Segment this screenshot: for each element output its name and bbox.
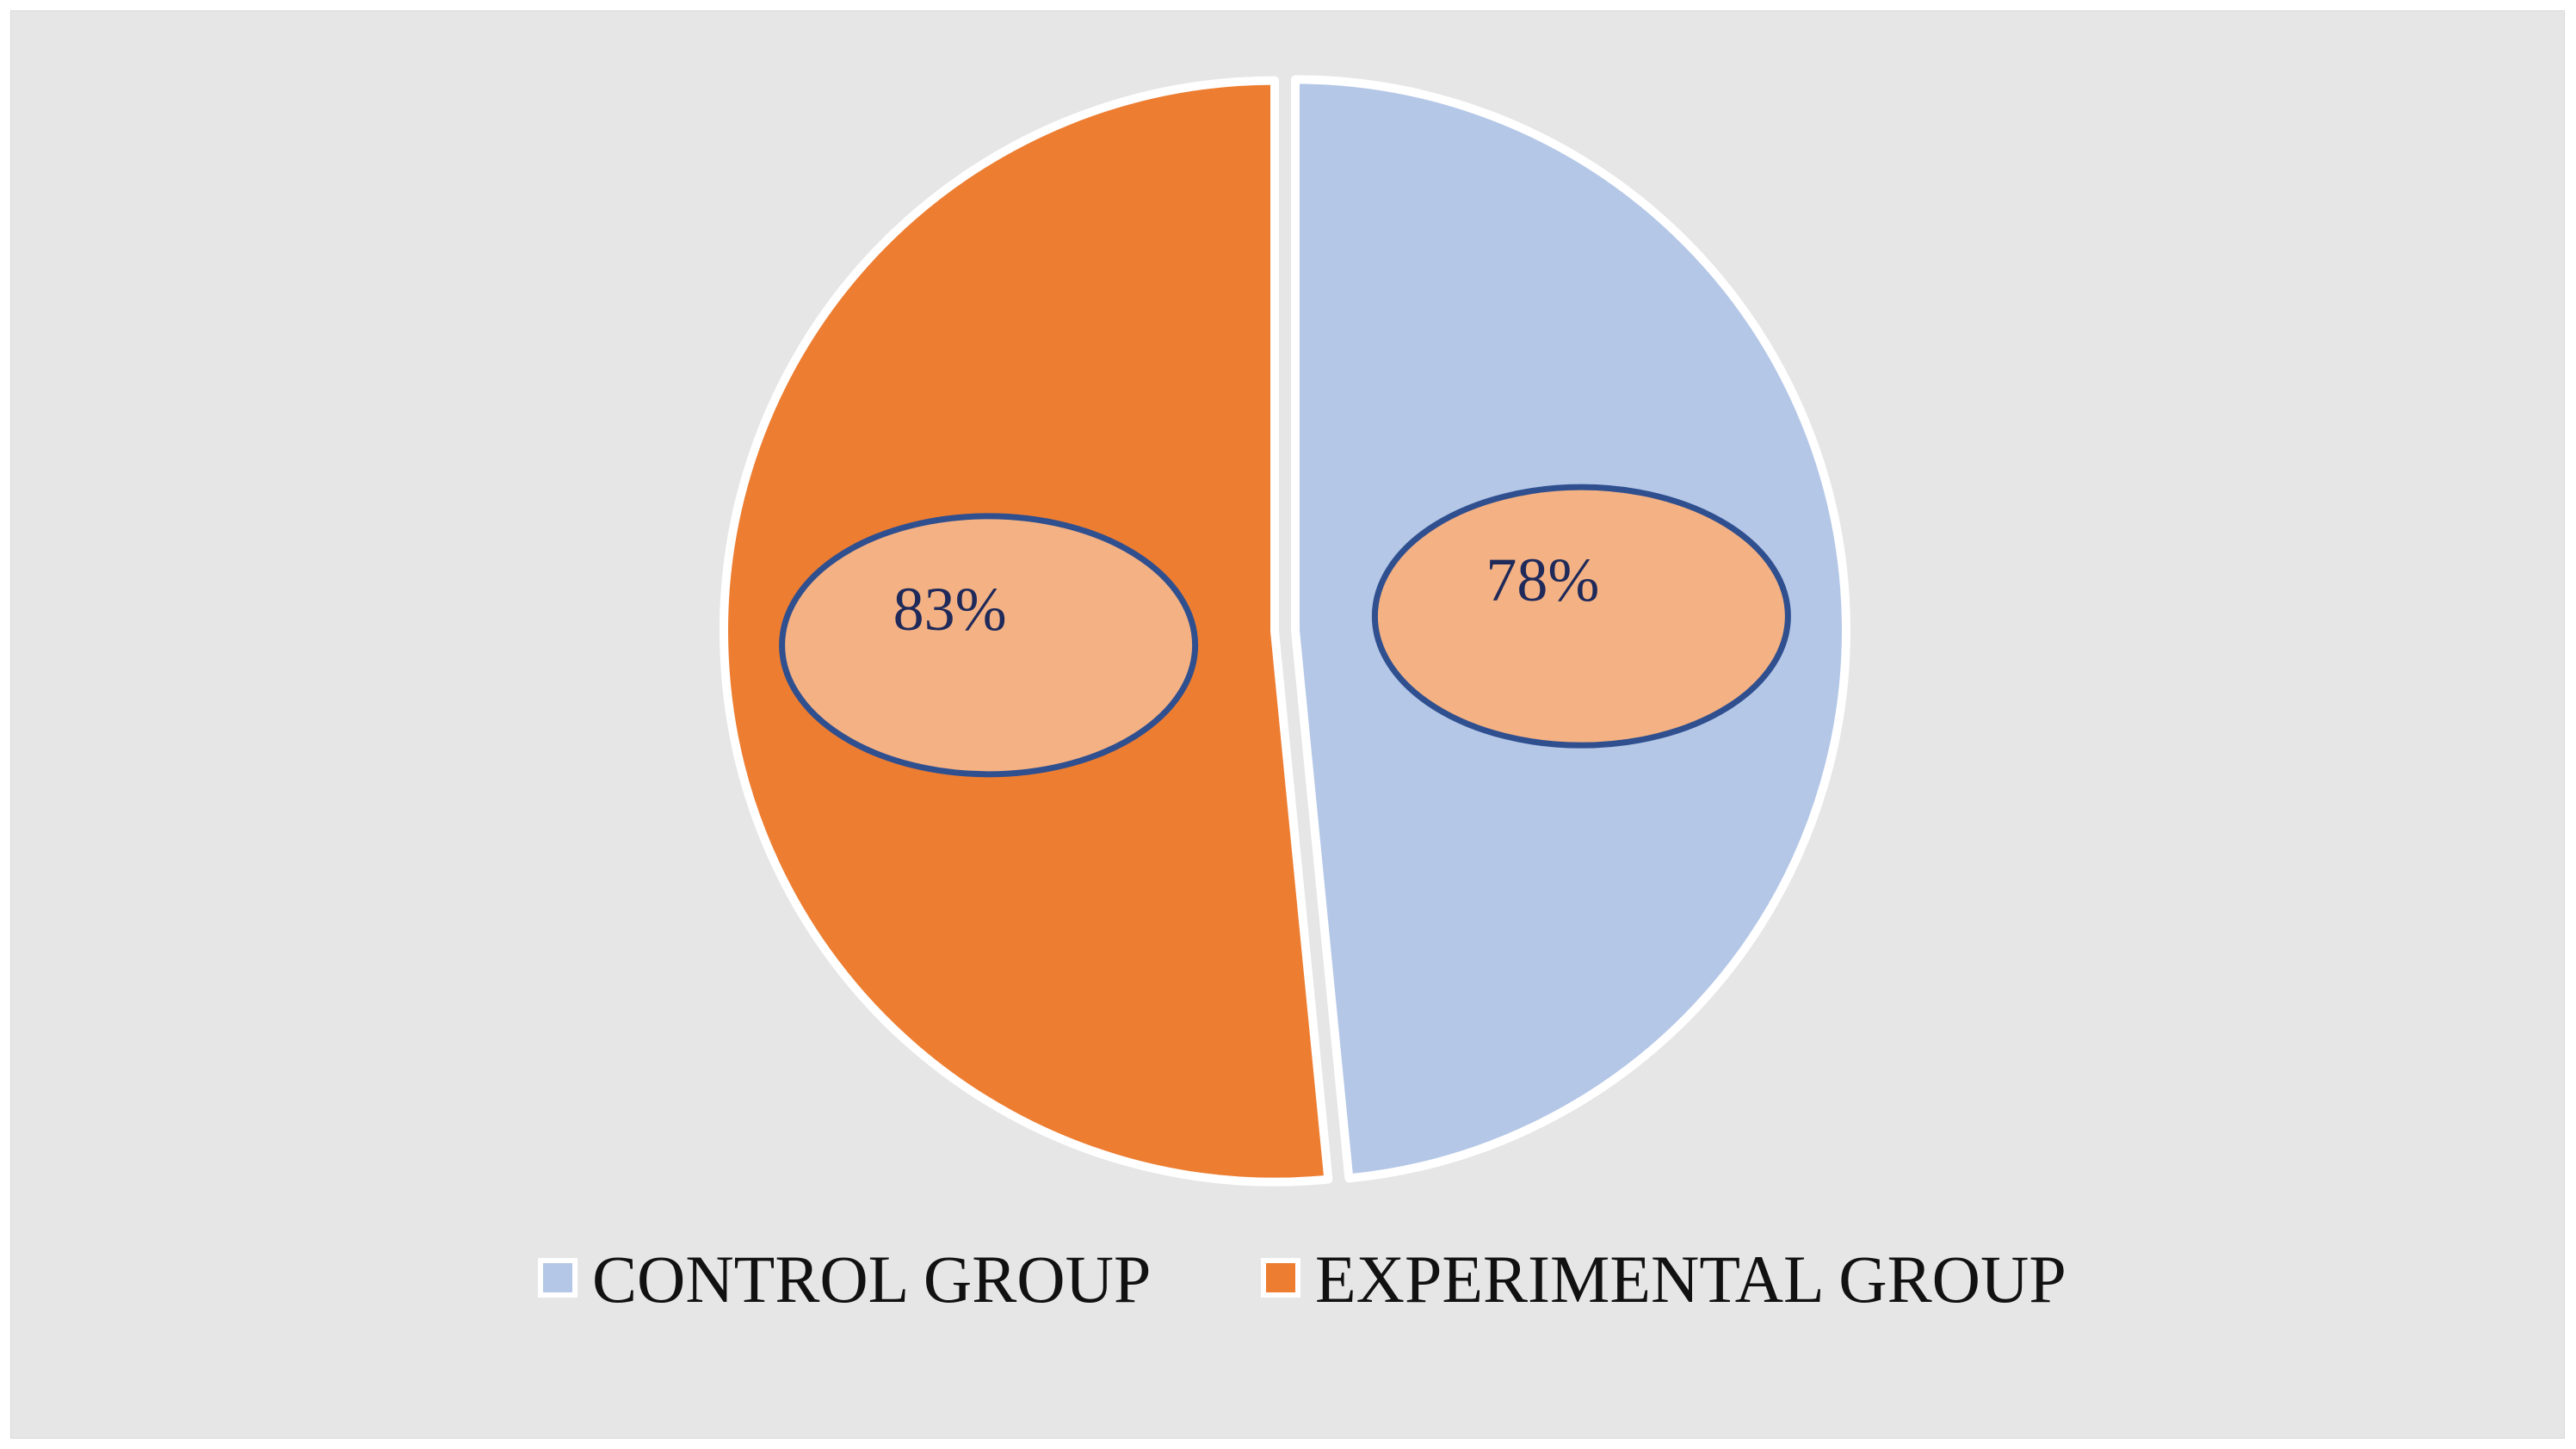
pie-chart: 78% 83% CONTROL GROUP EXPERIMENTAL GROUP	[538, 75, 2066, 1316]
data-label: 83%	[893, 575, 1007, 644]
data-label: 78%	[1486, 546, 1599, 614]
legend-swatch-control-group	[538, 1258, 578, 1298]
data-label-bubble	[779, 513, 1199, 778]
data-labels: 78% 83%	[779, 484, 1791, 778]
legend-swatch-experimental-group	[1261, 1258, 1300, 1298]
legend-label-control-group: CONTROL GROUP	[592, 1242, 1151, 1316]
chart-area: 78% 83% CONTROL GROUP EXPERIMENTAL GROUP	[10, 10, 2565, 1439]
legend-label-experimental-group: EXPERIMENTAL GROUP	[1315, 1242, 2066, 1316]
data-label-bubble	[1371, 484, 1791, 749]
legend: CONTROL GROUP EXPERIMENTAL GROUP	[538, 1242, 2066, 1316]
